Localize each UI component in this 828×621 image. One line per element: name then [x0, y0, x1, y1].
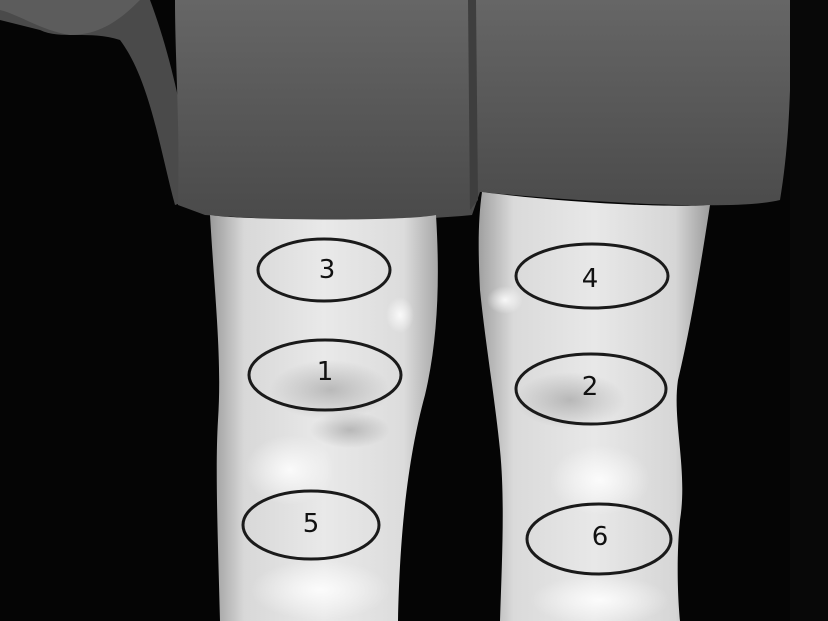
- roi-1: 1: [247, 338, 403, 412]
- roi-4-label: 4: [582, 264, 599, 294]
- roi-5-label: 5: [303, 509, 320, 539]
- roi-3-label: 3: [319, 255, 336, 285]
- roi-2-label: 2: [582, 372, 599, 402]
- hand-silhouette: [0, 0, 190, 205]
- roi-1-label: 1: [317, 357, 334, 387]
- shorts-right: [470, 0, 791, 215]
- roi-6-label: 6: [592, 522, 609, 552]
- roi-6: 6: [525, 502, 673, 576]
- roi-4: 4: [514, 242, 670, 310]
- roi-3: 3: [256, 237, 392, 303]
- roi-2: 2: [514, 352, 668, 426]
- roi-5: 5: [241, 489, 381, 561]
- shorts-left: [175, 0, 472, 221]
